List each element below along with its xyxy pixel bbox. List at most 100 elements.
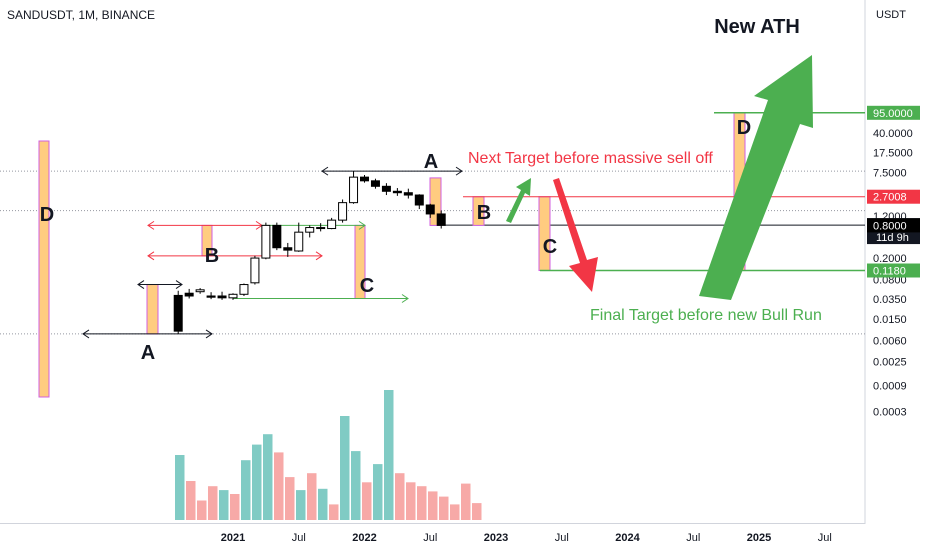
volume-bar — [175, 455, 185, 520]
measure-arrow-b1-low-head-right — [315, 251, 323, 261]
candle-body — [184, 292, 194, 297]
arrow-up-small — [506, 178, 531, 223]
volume-bar — [450, 504, 460, 520]
price-tag-sublabel: 11d 9h — [876, 232, 909, 244]
candle-body — [436, 213, 446, 226]
volume-bar — [197, 500, 207, 520]
y-tick-label: 0.0003 — [873, 406, 907, 418]
volume-bar — [186, 481, 196, 520]
symbol-title: SANDUSDT, 1M, BINANCE — [7, 8, 156, 22]
candle-body — [195, 289, 205, 293]
candle-body — [239, 284, 249, 295]
candle-body — [338, 202, 348, 221]
volume-bar — [351, 451, 361, 520]
x-tick-label: Jul — [555, 532, 569, 544]
candle-body — [228, 293, 238, 299]
annotation-final-target: Final Target before new Bull Run — [590, 307, 822, 324]
x-tick-label: 2025 — [747, 532, 771, 544]
y-tick-label: 0.0800 — [873, 275, 907, 287]
measure-line-b1-green-head — [358, 220, 366, 230]
price-tag-label: 0.8000 — [873, 220, 907, 232]
x-tick-label: 2023 — [484, 532, 508, 544]
volume-bar — [241, 460, 251, 520]
measure-arrow-top-head-left — [321, 166, 329, 176]
measure-arrow-bottom-head-right — [205, 329, 213, 339]
arrow-up-big — [699, 55, 813, 300]
price-tag-label: 95.0000 — [873, 108, 913, 120]
pattern-label-a2: A — [424, 151, 438, 173]
candle-body — [360, 176, 369, 182]
y-tick-label: 0.0009 — [873, 380, 907, 392]
y-tick-label: 0.0150 — [873, 314, 907, 326]
x-tick-label: Jul — [818, 532, 832, 544]
price-tag — [867, 189, 920, 204]
y-tick-label: 7.5000 — [873, 168, 907, 180]
volume-bar — [395, 473, 405, 520]
arrow-down-red — [553, 178, 598, 292]
x-tick-label: 2022 — [352, 532, 376, 544]
price-tag — [867, 105, 920, 120]
volume-bar — [318, 488, 328, 520]
x-tick-label: Jul — [292, 532, 306, 544]
pattern-label-c2: C — [543, 236, 557, 258]
candle-body — [316, 227, 326, 230]
pattern-label-b2: B — [477, 202, 491, 224]
volume-bar — [461, 483, 471, 520]
candle-body — [173, 294, 183, 332]
volume-bar — [406, 482, 416, 520]
candle-body — [294, 231, 304, 252]
volume-bar — [230, 494, 240, 520]
volume-bar — [307, 473, 317, 520]
volume-bar — [208, 486, 218, 520]
candle-body — [349, 176, 359, 204]
y-tick-label: 0.0060 — [873, 336, 907, 348]
candle-body — [392, 190, 402, 194]
candle-body — [414, 194, 424, 206]
pattern-label-d-left: D — [40, 204, 54, 226]
volume-bar — [263, 434, 273, 520]
x-tick-label: 2021 — [221, 532, 245, 544]
volume-bar — [329, 504, 339, 520]
candle-body — [370, 180, 380, 187]
volume-bar — [340, 416, 350, 520]
x-tick-label: Jul — [686, 532, 700, 544]
volume-bar — [472, 503, 482, 520]
pattern-bar-c2 — [538, 196, 551, 272]
candle-body — [261, 224, 271, 259]
volume-bar — [274, 452, 284, 520]
measure-arrow-bottom-head-left — [82, 329, 90, 339]
y-tick-label: 40.0000 — [873, 128, 913, 140]
measure-arrow-top-head-right — [455, 166, 463, 176]
candle-body — [217, 295, 227, 299]
candle-body — [283, 247, 293, 251]
volume-bar — [285, 477, 295, 520]
x-tick-label: 2024 — [615, 532, 640, 544]
y-tick-label: 0.2000 — [873, 253, 907, 265]
volume-bar — [417, 486, 427, 520]
pattern-label-b1: B — [205, 245, 219, 267]
candle-body — [425, 204, 435, 215]
pattern-bar-d-left — [38, 140, 50, 398]
candle-body — [381, 185, 391, 192]
pattern-label-c1: C — [360, 275, 374, 297]
y-tick-label: 17.5000 — [873, 148, 913, 160]
price-tag-label: 2.7008 — [873, 192, 907, 204]
candle-body — [305, 227, 315, 233]
candle-body — [206, 295, 216, 298]
pattern-bar-a2 — [429, 177, 442, 226]
price-tag — [867, 263, 920, 278]
pattern-label-d2: D — [737, 117, 751, 139]
measure-arrow-b1-high-head-left — [147, 220, 155, 230]
volume-bar — [362, 482, 372, 520]
measure-arrow-a1-top-head-left — [137, 280, 145, 289]
price-axis-unit: USDT — [876, 9, 906, 21]
y-tick-label: 0.0025 — [873, 356, 907, 368]
x-tick-label: Jul — [423, 532, 437, 544]
pattern-bar-a1 — [146, 284, 159, 335]
annotation-new-ath: New ATH — [714, 16, 800, 38]
volume-bar — [296, 490, 306, 520]
candle-body — [272, 224, 282, 249]
volume-bar — [384, 390, 394, 520]
volume-bar — [219, 490, 229, 520]
